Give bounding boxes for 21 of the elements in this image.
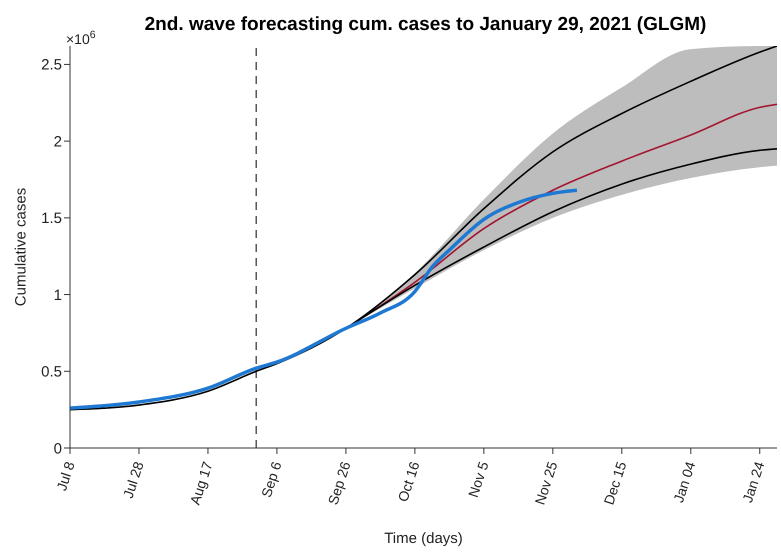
y-tick-label: 0 [54, 440, 62, 458]
chart-title: 2nd. wave forecasting cum. cases to January 29, 2021 (GLGM) [144, 14, 706, 35]
x-tick-label: Jan 24 [739, 459, 768, 504]
x-tick-label: Jul 8 [53, 459, 78, 493]
x-tick-label: Sep 26 [324, 459, 354, 507]
x-tick-label: Aug 17 [186, 459, 216, 507]
y-tick-label: 1 [54, 286, 62, 304]
x-tick-label: Oct 16 [394, 459, 423, 504]
y-tick-label: 1.5 [41, 210, 62, 228]
x-axis-title: Time (days) [384, 530, 463, 547]
annotation: ×10$^{6}$ [66, 29, 96, 47]
x-tick-label: Jul 28 [120, 459, 147, 500]
y-axis-title: Cumulative cases [12, 188, 30, 306]
y-tick-label: 2 [54, 133, 62, 150]
y-tick-label: 0.5 [41, 364, 62, 381]
x-tick-label: Nov 25 [532, 459, 561, 507]
x-tick-label: Dec 15 [600, 459, 630, 507]
y-tick-label: 2.5 [41, 56, 62, 74]
x-tick-label: Sep 6 [258, 459, 285, 500]
x-tick-label: Nov 5 [464, 459, 492, 500]
x-tick-label: Jan 04 [670, 459, 698, 504]
